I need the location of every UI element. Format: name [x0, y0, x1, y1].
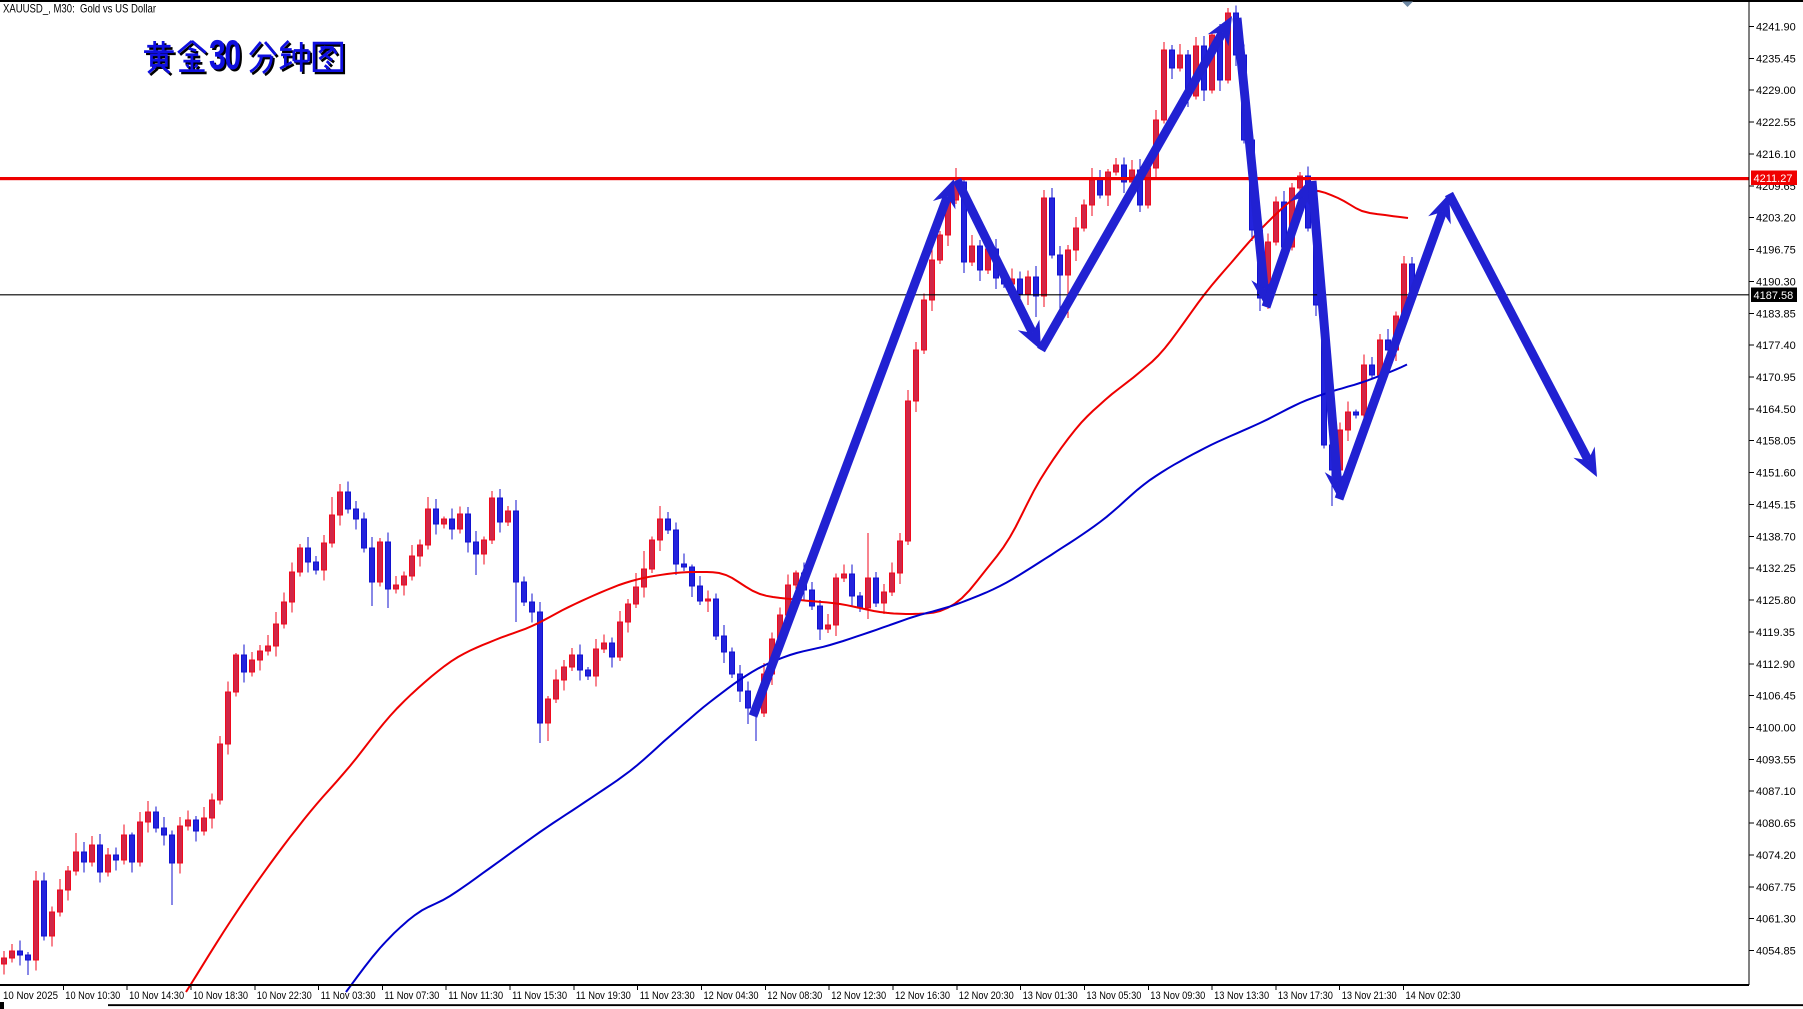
svg-text:4067.75: 4067.75	[1756, 882, 1796, 894]
svg-text:4119.35: 4119.35	[1756, 627, 1795, 639]
svg-text:4216.10: 4216.10	[1756, 149, 1796, 161]
svg-text:4132.25: 4132.25	[1756, 563, 1796, 575]
svg-text:11 Nov 23:30: 11 Nov 23:30	[640, 990, 695, 1002]
svg-text:XAUUSD_, M30: Gold vs US Doll: XAUUSD_, M30: Gold vs US Dollar	[3, 2, 156, 16]
svg-text:11 Nov 15:30: 11 Nov 15:30	[512, 990, 567, 1002]
svg-text:4125.80: 4125.80	[1756, 595, 1796, 607]
svg-text:4061.30: 4061.30	[1756, 914, 1796, 926]
svg-text:14 Nov 02:30: 14 Nov 02:30	[1406, 990, 1461, 1002]
svg-text:12 Nov 16:30: 12 Nov 16:30	[895, 990, 950, 1002]
svg-text:4190.30: 4190.30	[1756, 276, 1796, 288]
svg-text:30: 30	[211, 33, 242, 80]
svg-text:10 Nov 14:30: 10 Nov 14:30	[129, 990, 184, 1002]
svg-text:13 Nov 21:30: 13 Nov 21:30	[1342, 990, 1397, 1002]
svg-text:4106.45: 4106.45	[1756, 691, 1796, 703]
svg-text:10 Nov 22:30: 10 Nov 22:30	[257, 990, 312, 1002]
svg-text:13 Nov 01:30: 13 Nov 01:30	[1023, 990, 1078, 1002]
svg-text:4158.05: 4158.05	[1756, 436, 1796, 448]
svg-text:11 Nov 03:30: 11 Nov 03:30	[321, 990, 376, 1002]
svg-text:4112.90: 4112.90	[1756, 659, 1795, 671]
svg-text:4235.45: 4235.45	[1756, 53, 1796, 65]
svg-text:30: 30	[209, 31, 240, 78]
svg-text:13 Nov 09:30: 13 Nov 09:30	[1150, 990, 1205, 1002]
svg-text:10 Nov 2025: 10 Nov 2025	[3, 990, 58, 1002]
svg-text:12 Nov 04:30: 12 Nov 04:30	[704, 990, 759, 1002]
svg-text:4151.60: 4151.60	[1756, 468, 1796, 480]
svg-text:12 Nov 20:30: 12 Nov 20:30	[959, 990, 1014, 1002]
svg-text:4177.40: 4177.40	[1756, 340, 1796, 352]
svg-text:4211.27: 4211.27	[1754, 173, 1793, 185]
svg-text:4170.95: 4170.95	[1756, 372, 1796, 384]
svg-text:4138.70: 4138.70	[1756, 531, 1796, 543]
svg-text:13 Nov 05:30: 13 Nov 05:30	[1086, 990, 1141, 1002]
svg-text:11 Nov 07:30: 11 Nov 07:30	[384, 990, 439, 1002]
svg-text:4241.90: 4241.90	[1756, 22, 1796, 34]
svg-text:4093.55: 4093.55	[1756, 754, 1796, 766]
svg-text:4087.10: 4087.10	[1756, 786, 1796, 798]
svg-text:4054.85: 4054.85	[1756, 946, 1796, 958]
svg-text:13 Nov 17:30: 13 Nov 17:30	[1278, 990, 1333, 1002]
svg-text:11 Nov 11:30: 11 Nov 11:30	[448, 990, 503, 1002]
svg-text:4145.15: 4145.15	[1756, 500, 1796, 512]
svg-text:4183.85: 4183.85	[1756, 308, 1796, 320]
svg-text:12 Nov 08:30: 12 Nov 08:30	[767, 990, 822, 1002]
svg-text:4203.20: 4203.20	[1756, 213, 1796, 225]
svg-text:13 Nov 13:30: 13 Nov 13:30	[1214, 990, 1269, 1002]
svg-text:4196.75: 4196.75	[1756, 245, 1796, 257]
svg-text:12 Nov 12:30: 12 Nov 12:30	[831, 990, 886, 1002]
svg-text:11 Nov 19:30: 11 Nov 19:30	[576, 990, 631, 1002]
svg-text:4164.50: 4164.50	[1756, 404, 1796, 416]
svg-text:4074.20: 4074.20	[1756, 850, 1796, 862]
svg-text:4187.58: 4187.58	[1754, 290, 1794, 302]
svg-text:4080.65: 4080.65	[1756, 818, 1796, 830]
svg-text:10 Nov 10:30: 10 Nov 10:30	[65, 990, 120, 1002]
svg-text:4100.00: 4100.00	[1756, 723, 1796, 735]
svg-text:10 Nov 18:30: 10 Nov 18:30	[193, 990, 248, 1002]
svg-text:4222.55: 4222.55	[1756, 117, 1796, 129]
svg-text:4229.00: 4229.00	[1756, 85, 1796, 97]
